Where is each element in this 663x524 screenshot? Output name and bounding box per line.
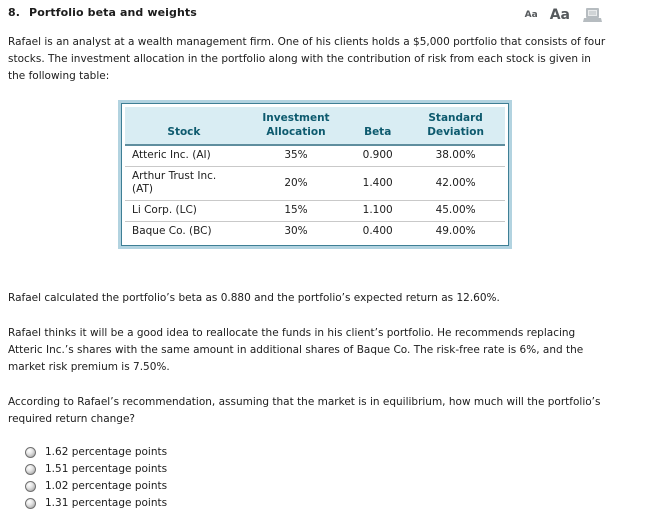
question-paragraph: According to Rafael’s recommendation, as… [8,396,601,425]
answer-option-label: 1.51 percentage points [45,463,168,475]
cell-allocation: 20% [242,166,350,201]
table-row: Atteric Inc. (AI) 35% 0.900 38.00% [125,145,505,167]
radio-button[interactable] [25,446,36,458]
radio-button[interactable] [25,497,36,509]
font-size-small-button[interactable]: Aa [524,10,538,20]
cell-beta: 1.400 [349,166,407,201]
cell-std_dev: 45.00% [406,200,505,222]
answer-options: 1.62 percentage points 1.51 percentage po… [25,446,655,509]
table-body: Atteric Inc. (AI) 35% 0.900 38.00% Arthur Tr… [125,145,505,242]
answer-option[interactable]: 1.02 percentage points [25,480,655,492]
column-header-allocation: Investment Allocation [242,107,350,146]
cell-stock: Li Corp. (LC) [125,200,243,222]
cell-std_dev: 38.00% [406,145,505,167]
printer-icon[interactable] [582,7,603,23]
page-tools: Aa Aa [525,7,655,23]
cell-beta: 1.100 [349,200,407,222]
radio-button[interactable] [25,480,36,492]
cell-stock: Baque Co. (BC) [132,225,212,237]
recommendation-paragraph: Rafael thinks it will be a good idea to … [8,327,584,373]
column-header-std_dev: Standard Deviation [406,107,505,146]
portfolio-table-inner: Stock Investment Allocation Beta Standard Dev… [121,103,509,246]
answer-option[interactable]: 1.31 percentage points [25,497,655,509]
column-header-stock: Stock [125,107,243,146]
cell-stock: Arthur Trust Inc. (AT) [125,166,243,201]
answer-option-label: 1.62 percentage points [45,446,168,458]
cell-allocation: 35% [242,145,350,167]
table-row: Baque Co. (BC) 30% 0.400 49.00% [125,222,505,243]
cell-std_dev: 42.00% [406,166,505,201]
cell-std_dev: 49.00% [435,225,476,237]
portfolio-table: Stock Investment Allocation Beta Standard Dev… [118,100,512,249]
cell-beta: 0.900 [349,145,407,167]
answer-option-label: 1.31 percentage points [45,497,168,509]
font-size-large-button[interactable]: Aa [549,7,570,23]
intro-paragraph: Rafael is an analyst at a wealth managem… [8,36,606,82]
table-row: Arthur Trust Inc. (AT) 20% 1.400 42.00% [125,166,505,201]
cell-allocation: 15% [242,200,350,222]
answer-option[interactable]: 1.51 percentage points [25,463,655,475]
cell-beta: 0.400 [362,225,393,237]
title-bar: 8. Portfolio beta and weights Aa Aa [8,6,655,23]
answer-option-label: 1.02 percentage points [45,480,168,492]
cell-allocation: 30% [284,225,308,237]
radio-button[interactable] [25,463,36,475]
question-number: 8. [8,6,21,19]
table-header: Stock Investment Allocation Beta Standard Dev… [125,107,505,146]
cell-stock: Atteric Inc. (AI) [125,145,243,167]
answer-option[interactable]: 1.62 percentage points [25,446,655,458]
table-row: Li Corp. (LC) 15% 1.100 45.00% [125,200,505,222]
question-title: Portfolio beta and weights [29,6,197,19]
page-title: 8. Portfolio beta and weights [8,6,197,19]
calculated-paragraph: Rafael calculated the portfolio’s beta a… [8,292,500,304]
column-header-beta: Beta [349,107,407,146]
